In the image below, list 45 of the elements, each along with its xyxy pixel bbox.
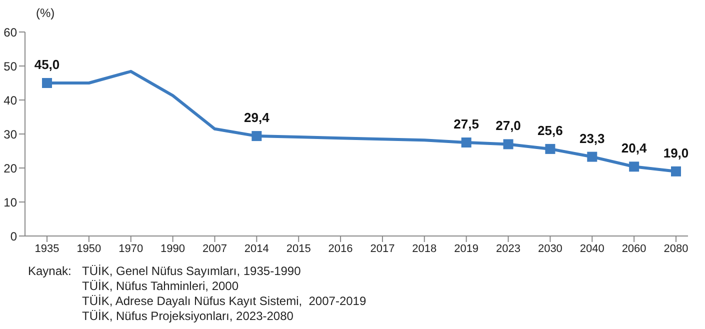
y-tick-label: 30 <box>4 127 18 142</box>
y-tick-label: 60 <box>4 25 18 40</box>
x-tick-label: 2060 <box>622 242 646 255</box>
data-label: 19,0 <box>663 145 689 160</box>
x-tick-label: 1950 <box>76 242 102 255</box>
text: Kaynak: <box>28 264 72 280</box>
text: TÜİK, Genel Nüfus Sayımları, 1935-1990 <box>82 264 302 279</box>
x-tick-label: 1990 <box>160 242 186 255</box>
point <box>629 162 640 172</box>
data-label: 25,6 <box>538 122 563 138</box>
data-label: 45,0 <box>34 57 60 72</box>
data-label: 27,5 <box>454 116 479 132</box>
x-tick-label: 2017 <box>370 242 395 255</box>
x-tick-label: 2016 <box>328 242 353 255</box>
x-tick-label: 2040 <box>580 242 604 255</box>
data-label: 29,4 <box>244 110 270 126</box>
y-tick-label: 0 <box>10 229 18 244</box>
x-tick-label: 2030 <box>538 242 562 255</box>
y-axis-title: (%) <box>36 6 55 20</box>
x-tick-label: 2018 <box>412 242 437 255</box>
point <box>503 139 514 150</box>
x-tick-label: 2007 <box>202 242 227 255</box>
x-tick-label: 2023 <box>496 242 521 255</box>
x-tick-label: 1970 <box>118 242 144 255</box>
y-tick-label: 10 <box>4 195 18 210</box>
x-tick-label: 2015 <box>286 242 311 255</box>
point <box>252 131 262 142</box>
data-label: 27,0 <box>496 118 521 134</box>
data-label: 20,4 <box>621 140 648 156</box>
data-label: 23,3 <box>579 130 605 146</box>
y-tick-label: 50 <box>4 59 18 74</box>
text: TÜİK, Nüfus Projeksiyonları, 2023-2080 <box>82 309 294 324</box>
point <box>545 144 556 154</box>
x-tick-label: 2014 <box>244 242 269 255</box>
point <box>671 166 681 176</box>
x-tick-label: 2080 <box>664 242 688 255</box>
y-tick-label: 20 <box>4 161 18 176</box>
point <box>461 138 472 148</box>
x-tick-label: 1935 <box>34 242 60 255</box>
y-tick-label: 40 <box>4 93 18 108</box>
point <box>42 78 52 88</box>
point <box>587 152 598 162</box>
text: TÜİK, Adrese Dayalı Nüfus Kayıt Sistemi, 2007-2019 <box>82 294 366 309</box>
text: TÜİK, Nüfus Tahminleri, 2000 <box>82 279 240 294</box>
x-tick-label: 2019 <box>454 242 479 255</box>
